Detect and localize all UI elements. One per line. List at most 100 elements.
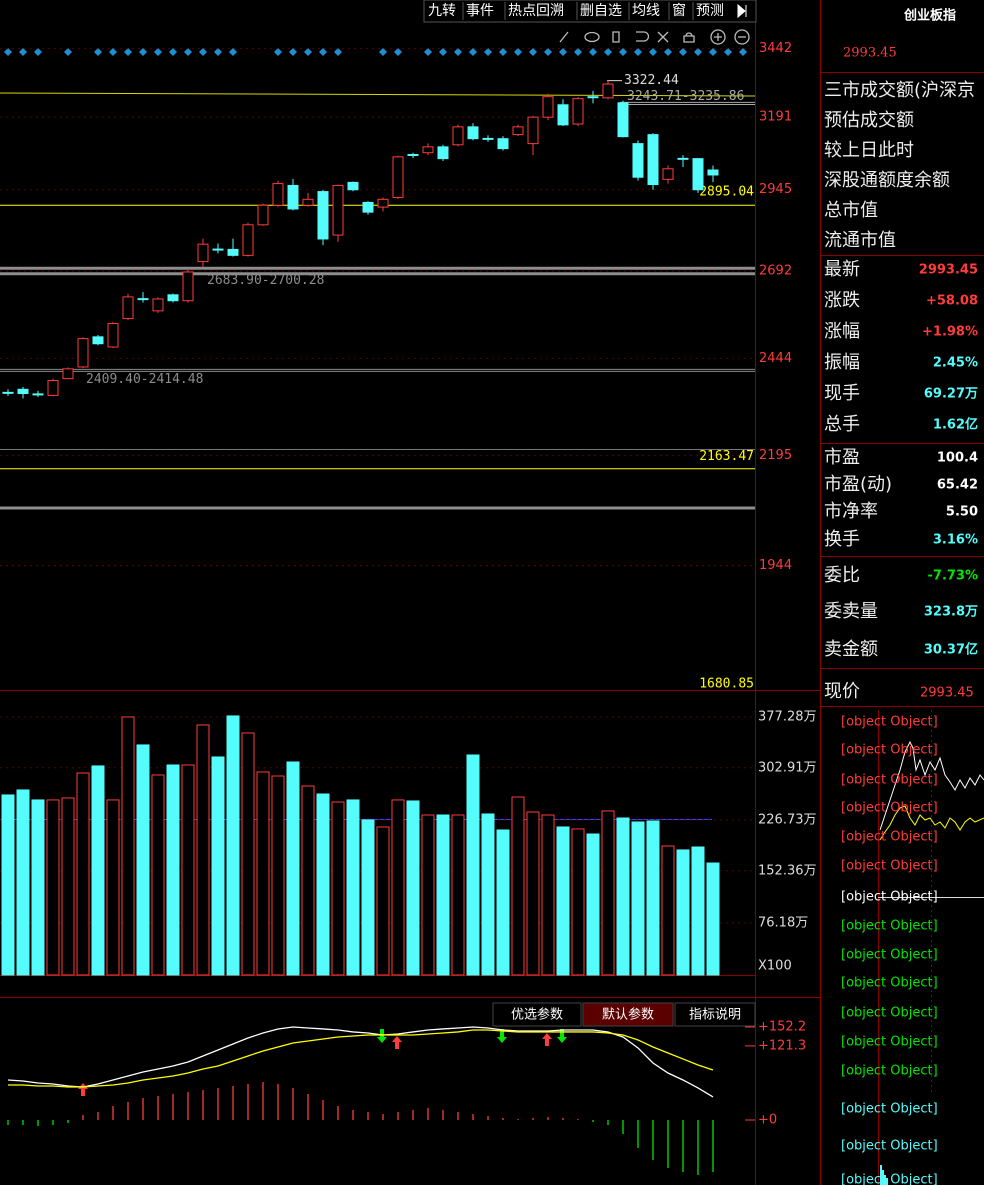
scale-label: [object Object] bbox=[841, 1173, 938, 1185]
stat-label: 市盈 bbox=[824, 447, 860, 468]
current-value: 2993.45 bbox=[920, 686, 974, 701]
candle-body bbox=[602, 83, 614, 99]
dif-line bbox=[7, 1026, 714, 1098]
zoom-in-icon[interactable] bbox=[714, 33, 722, 41]
candle-body bbox=[347, 181, 359, 191]
volume-bar bbox=[661, 845, 675, 976]
volume-bar bbox=[166, 764, 180, 976]
stat-value: 100.4 bbox=[937, 451, 978, 466]
tool-icons[interactable] bbox=[559, 29, 750, 45]
level-label: 2409.40-2414.48 bbox=[86, 372, 203, 387]
marker-diamond bbox=[394, 48, 402, 56]
intraday-volume bbox=[880, 1165, 888, 1185]
collapse-icon[interactable] bbox=[737, 3, 747, 19]
marker-diamond bbox=[229, 48, 237, 56]
marker-diamond bbox=[4, 48, 12, 56]
candle-body bbox=[452, 126, 464, 146]
candle-body bbox=[587, 96, 599, 99]
candle-body bbox=[497, 138, 509, 150]
toolbar-button[interactable]: 窗 bbox=[672, 2, 686, 19]
stat-value: 5.50 bbox=[946, 505, 978, 520]
scale-label: [object Object] bbox=[841, 1139, 938, 1154]
level-label: 2163.47 bbox=[699, 449, 754, 464]
toolbar-button[interactable]: 均线 bbox=[632, 3, 660, 19]
stat-label: 涨幅 bbox=[824, 321, 860, 342]
volume-bar bbox=[451, 814, 465, 976]
marker-diamond bbox=[34, 48, 42, 56]
candle-body bbox=[392, 156, 404, 198]
marker-diamond bbox=[439, 48, 447, 56]
button[interactable] bbox=[674, 1002, 756, 1027]
marker-diamond bbox=[559, 48, 567, 56]
candle-body bbox=[122, 296, 134, 320]
marker-diamond bbox=[169, 48, 177, 56]
title: 创业板指 bbox=[903, 8, 956, 24]
volume-bar bbox=[61, 797, 75, 976]
marker-diamond bbox=[694, 48, 702, 56]
toolbar-button[interactable]: 九转 bbox=[428, 3, 456, 19]
candle-body bbox=[302, 198, 314, 206]
volume-bar bbox=[31, 799, 45, 976]
cut-icon[interactable] bbox=[657, 31, 669, 43]
button[interactable] bbox=[582, 1002, 674, 1027]
eye-icon[interactable] bbox=[584, 31, 600, 43]
stat-value: 3.16% bbox=[933, 533, 978, 548]
lock-icon[interactable] bbox=[683, 32, 695, 43]
current-label: 现价 bbox=[824, 681, 860, 702]
toolbar-button[interactable]: 删自选 bbox=[580, 3, 622, 19]
zoom-out-icon[interactable] bbox=[734, 29, 750, 45]
volume-bar bbox=[511, 796, 525, 976]
candle-body bbox=[212, 248, 224, 251]
button-label[interactable]: 默认参数 bbox=[602, 1007, 654, 1023]
marker-diamond bbox=[304, 48, 312, 56]
scale-label: [object Object] bbox=[841, 743, 938, 758]
stat-value: 323.8万 bbox=[924, 605, 978, 620]
button-label[interactable]: 优选参数 bbox=[511, 1007, 563, 1023]
pen-icon[interactable] bbox=[559, 31, 569, 43]
toolbar-button[interactable]: 热点回溯 bbox=[508, 3, 564, 19]
toolbar-button[interactable]: 事件 bbox=[466, 3, 494, 19]
y-tick-label: 2444 bbox=[759, 351, 792, 366]
candle-body bbox=[332, 184, 344, 236]
level-label: 2895.04 bbox=[699, 185, 754, 200]
volume-bar bbox=[46, 799, 60, 976]
stat-value: 65.42 bbox=[937, 478, 978, 493]
scale-label: [object Object] bbox=[841, 890, 938, 905]
hand-icon[interactable] bbox=[612, 31, 620, 43]
candle-body bbox=[512, 126, 524, 136]
stat-value: +1.98% bbox=[922, 325, 978, 340]
stat-label: 现手 bbox=[824, 383, 860, 404]
zoom-in-icon[interactable] bbox=[710, 29, 726, 45]
stat-value: +58.08 bbox=[926, 294, 978, 309]
level-line bbox=[0, 92, 756, 97]
marker-diamond bbox=[154, 48, 162, 56]
volume-bar bbox=[331, 801, 345, 976]
marker-diamond bbox=[724, 48, 732, 56]
y-tick-label: +121.3 bbox=[758, 1038, 806, 1053]
stat-value: 30.37亿 bbox=[924, 642, 978, 658]
button-label[interactable]: 指标说明 bbox=[689, 1008, 741, 1023]
sell-arrow bbox=[377, 1029, 387, 1043]
marker-diamond bbox=[214, 48, 222, 56]
toolbar-button[interactable]: 预测 bbox=[696, 3, 724, 19]
candle-body bbox=[92, 336, 104, 345]
candle-body bbox=[242, 224, 254, 256]
button[interactable] bbox=[492, 1002, 582, 1027]
candle-body bbox=[482, 137, 494, 140]
volume-bar bbox=[676, 849, 690, 976]
y-tick-label: 3442 bbox=[759, 41, 792, 56]
volume-bar bbox=[481, 813, 495, 976]
stat-label: 振幅 bbox=[824, 352, 860, 373]
marker-diamond bbox=[604, 48, 612, 56]
y-tick-label: 2195 bbox=[759, 448, 792, 463]
level-label: 3243.71-3235.86 bbox=[627, 89, 744, 104]
volume-bar bbox=[466, 754, 480, 976]
candle-body bbox=[377, 198, 389, 208]
stat-label: 总手 bbox=[824, 414, 860, 435]
volume-bar bbox=[376, 826, 390, 976]
undo-icon[interactable] bbox=[636, 31, 650, 42]
scale-label: [object Object] bbox=[841, 773, 938, 788]
volume-bar bbox=[226, 715, 240, 976]
scale-label: [object Object] bbox=[841, 801, 938, 816]
candle-body bbox=[62, 368, 74, 380]
